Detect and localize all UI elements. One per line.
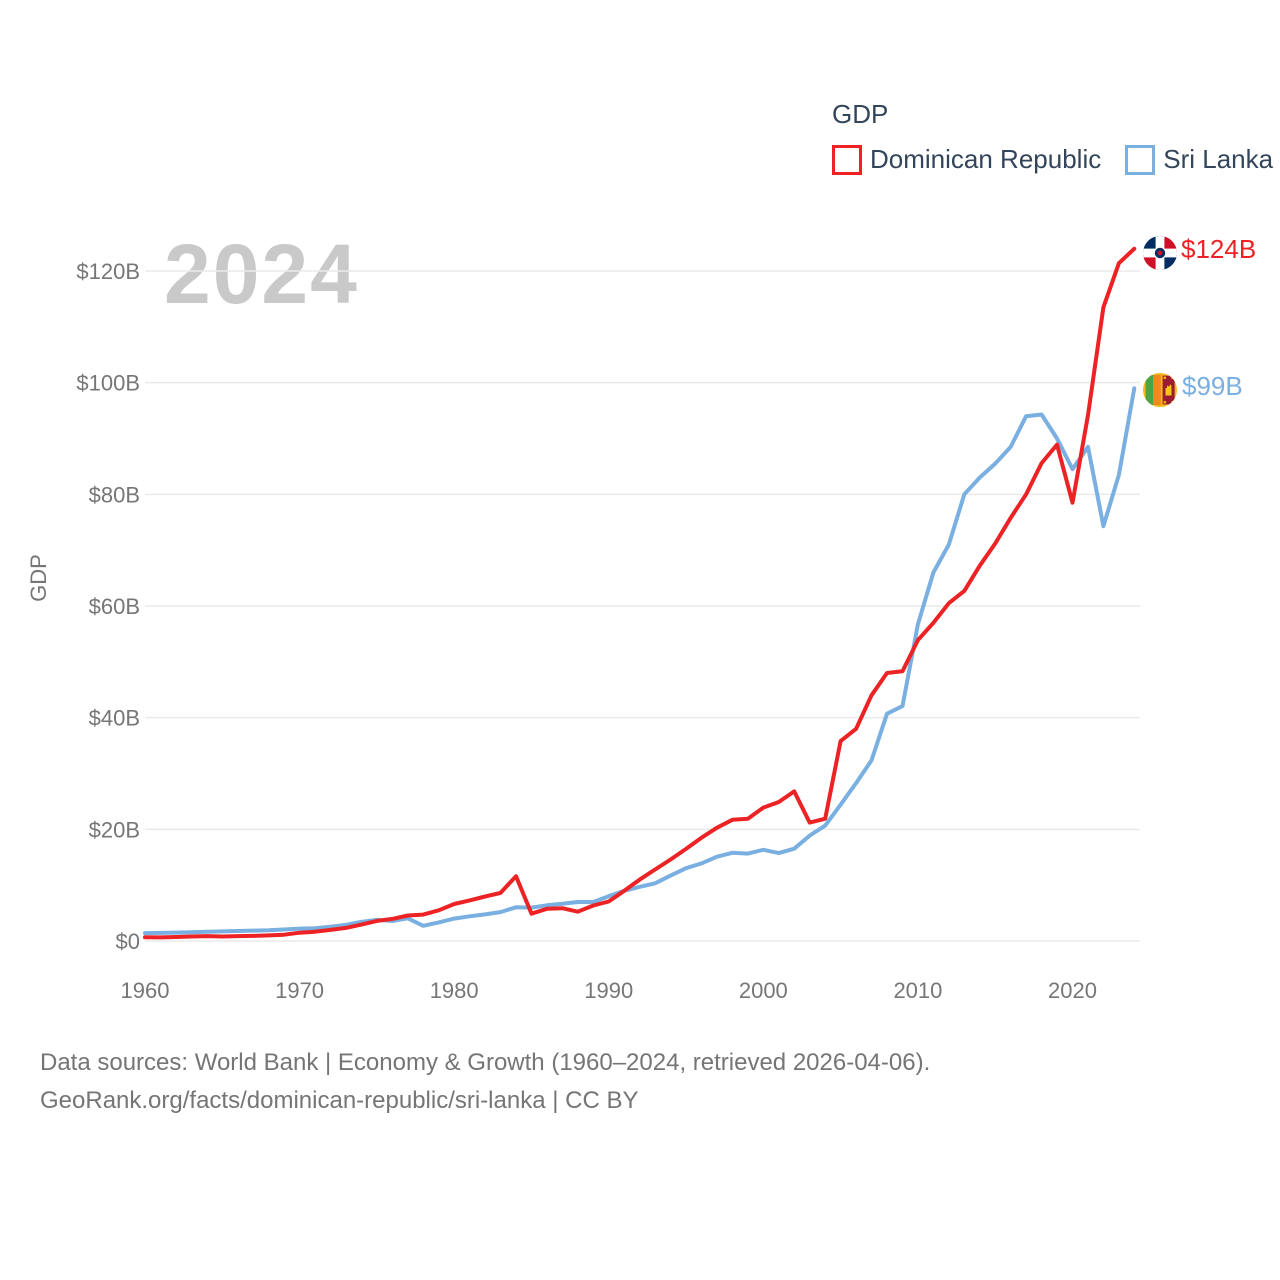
legend-items-row: Dominican Republic Sri Lanka bbox=[832, 144, 1273, 175]
x-tick-1970: 1970 bbox=[275, 978, 324, 1003]
legend: GDP Dominican Republic Sri Lanka bbox=[832, 99, 1273, 175]
legend-item-label-dominican-republic: Dominican Republic bbox=[870, 144, 1102, 174]
year-watermark: 2024 bbox=[164, 227, 359, 321]
x-tick-2010: 2010 bbox=[893, 978, 942, 1003]
sl-end-value-label: $99B bbox=[1182, 371, 1243, 401]
y-tick-0: $0 bbox=[116, 929, 140, 954]
y-tick-80: $80B bbox=[89, 482, 140, 507]
series-line-sri-lanka bbox=[143, 386, 1137, 936]
y-tick-20: $20B bbox=[89, 817, 140, 842]
legend-item-sri-lanka[interactable]: Sri Lanka bbox=[1125, 144, 1273, 175]
dr-end-value-label: $124B bbox=[1181, 234, 1256, 264]
series-line-dominican-republic bbox=[143, 246, 1137, 940]
y-tick-60: $60B bbox=[89, 594, 140, 619]
y-axis-tick-labels: $0 $20B $40B $60B $80B $100B $120B bbox=[76, 259, 140, 954]
footer-line-2: GeoRank.org/facts/dominican-republic/sri… bbox=[40, 1087, 639, 1114]
legend-item-label-sri-lanka: Sri Lanka bbox=[1163, 144, 1274, 174]
dominican-republic-flag-icon bbox=[1143, 236, 1177, 270]
x-tick-2000: 2000 bbox=[739, 978, 788, 1003]
sri-lanka-swatch bbox=[1125, 144, 1156, 175]
y-tick-120: $120B bbox=[76, 259, 140, 284]
y-tick-40: $40B bbox=[89, 706, 140, 731]
legend-item-dominican-republic[interactable]: Dominican Republic bbox=[832, 144, 1101, 175]
legend-title: GDP bbox=[832, 99, 889, 129]
y-axis-title: GDP bbox=[26, 554, 51, 602]
data-attribution: Data sources: World Bank | Economy & Gro… bbox=[40, 1044, 930, 1120]
gridlines bbox=[145, 270, 1140, 942]
x-axis-tick-labels: 1960 1970 1980 1990 2000 2010 2020 bbox=[121, 978, 1097, 1003]
footer-line-1: Data sources: World Bank | Economy & Gro… bbox=[40, 1049, 931, 1076]
y-tick-100: $100B bbox=[76, 371, 140, 396]
x-tick-1980: 1980 bbox=[430, 978, 479, 1003]
x-tick-1960: 1960 bbox=[121, 978, 170, 1003]
dominican-republic-swatch bbox=[832, 144, 862, 175]
x-tick-2020: 2020 bbox=[1048, 978, 1097, 1003]
series-lines bbox=[143, 246, 1137, 940]
sri-lanka-flag-icon bbox=[1143, 373, 1177, 407]
x-tick-1990: 1990 bbox=[584, 978, 633, 1003]
